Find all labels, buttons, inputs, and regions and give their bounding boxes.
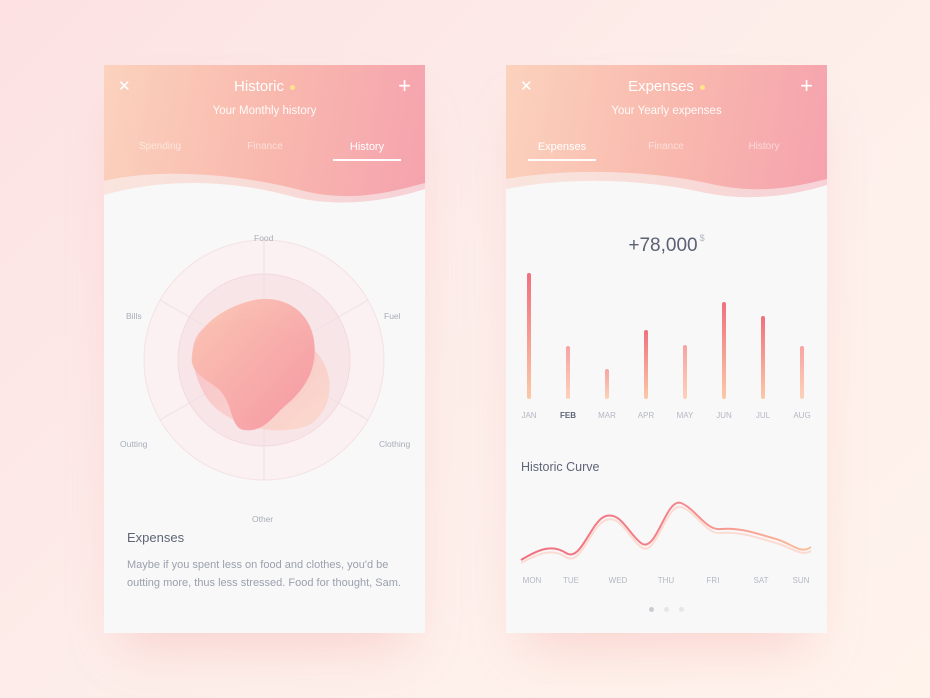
bar-feb[interactable] bbox=[566, 346, 570, 399]
total-amount: +78,000 $ bbox=[628, 233, 705, 256]
expenses-description: Maybe if you spent less on food and clot… bbox=[127, 559, 401, 589]
month-label-mar: MAR bbox=[598, 411, 616, 420]
close-icon[interactable]: ✕ bbox=[520, 78, 533, 95]
tab-expenses[interactable]: Expenses bbox=[528, 141, 596, 161]
expenses-title: Expenses bbox=[127, 530, 185, 545]
page-title: Expenses bbox=[506, 78, 827, 95]
tab-underline bbox=[333, 159, 401, 161]
bar-may[interactable] bbox=[683, 344, 687, 399]
status-dot-icon bbox=[699, 84, 705, 90]
bar-jun[interactable] bbox=[722, 301, 726, 399]
radar-label-fuel: Fuel bbox=[384, 311, 401, 321]
day-label-thu: THU bbox=[657, 576, 675, 585]
header-wave bbox=[506, 171, 827, 223]
tab-underline bbox=[528, 159, 596, 161]
page-subtitle: Your Monthly history bbox=[212, 105, 317, 117]
curve-title: Historic Curve bbox=[521, 460, 600, 474]
month-label-may: MAY bbox=[676, 411, 694, 420]
radar-label-food: Food bbox=[254, 233, 274, 243]
day-label-tue: TUE bbox=[563, 576, 579, 585]
expenses-card: ✕ Expenses Your Yearly expenses + Expens… bbox=[506, 65, 827, 633]
tab-history[interactable]: History bbox=[748, 141, 780, 152]
bar-jul[interactable] bbox=[761, 315, 765, 399]
month-label-apr: APR bbox=[637, 411, 655, 420]
header-wave bbox=[104, 173, 425, 229]
month-label-jul: JUL bbox=[755, 411, 771, 420]
close-icon[interactable]: ✕ bbox=[118, 78, 131, 95]
historic-curve-chart bbox=[520, 501, 812, 564]
status-dot-icon bbox=[290, 84, 295, 90]
curve-shadow-line bbox=[520, 505, 812, 564]
tab-finance[interactable]: Finance bbox=[648, 141, 684, 152]
day-label-wed: WED bbox=[608, 576, 628, 585]
page-dot-2[interactable] bbox=[664, 607, 669, 612]
radar-label-outting: Outting bbox=[120, 439, 148, 449]
radar-blob-primary bbox=[191, 299, 315, 431]
bar-jan[interactable] bbox=[527, 273, 531, 399]
day-label-sun: SUN bbox=[792, 576, 810, 585]
page-title: Historic bbox=[104, 78, 425, 95]
radar-chart bbox=[143, 239, 385, 481]
bar-aug[interactable] bbox=[800, 346, 804, 399]
tab-history[interactable]: History bbox=[333, 141, 401, 161]
page-subtitle: Your Yearly expenses bbox=[611, 105, 722, 117]
day-label-sat: SAT bbox=[753, 576, 769, 585]
page-dot-1[interactable] bbox=[649, 607, 654, 612]
historic-card: ✕ Historic Your Monthly history + Spendi… bbox=[104, 65, 425, 633]
curve-line bbox=[520, 501, 812, 561]
day-label-fri: FRI bbox=[706, 576, 720, 585]
radar-label-other: Other bbox=[252, 514, 274, 524]
day-label-mon: MON bbox=[522, 576, 542, 585]
bar-apr[interactable] bbox=[644, 329, 648, 399]
radar-label-clothing: Clothing bbox=[379, 439, 411, 449]
bar-mar[interactable] bbox=[605, 368, 609, 399]
radar-label-bills: Bills bbox=[126, 311, 142, 321]
add-icon[interactable]: + bbox=[800, 73, 813, 98]
month-label-aug: AUG bbox=[793, 411, 811, 420]
add-icon[interactable]: + bbox=[398, 73, 411, 98]
month-label-jun: JUN bbox=[716, 411, 732, 420]
tab-finance[interactable]: Finance bbox=[247, 141, 283, 152]
page-dot-3[interactable] bbox=[679, 607, 684, 612]
month-label-jan: JAN bbox=[521, 411, 537, 420]
currency-symbol: $ bbox=[699, 233, 705, 243]
tab-spending[interactable]: Spending bbox=[138, 141, 182, 152]
month-label-feb: FEB bbox=[560, 411, 576, 420]
